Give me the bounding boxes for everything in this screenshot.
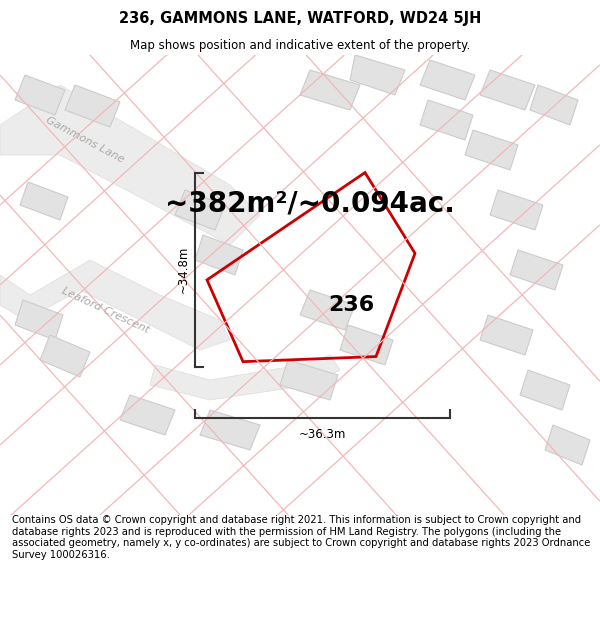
Text: Map shows position and indicative extent of the property.: Map shows position and indicative extent… xyxy=(130,39,470,51)
Text: 236: 236 xyxy=(328,295,374,315)
Polygon shape xyxy=(15,75,65,115)
Text: ~34.8m: ~34.8m xyxy=(177,246,190,293)
Polygon shape xyxy=(120,395,175,435)
Polygon shape xyxy=(15,300,63,340)
Polygon shape xyxy=(195,235,243,275)
Polygon shape xyxy=(545,425,590,465)
Text: Gammons Lane: Gammons Lane xyxy=(44,115,126,165)
Polygon shape xyxy=(465,130,518,170)
Polygon shape xyxy=(350,55,405,95)
Text: Contains OS data © Crown copyright and database right 2021. This information is : Contains OS data © Crown copyright and d… xyxy=(12,515,590,560)
Polygon shape xyxy=(300,290,355,330)
Polygon shape xyxy=(490,190,543,230)
Polygon shape xyxy=(0,85,260,245)
Polygon shape xyxy=(175,190,225,230)
Polygon shape xyxy=(520,370,570,410)
Polygon shape xyxy=(200,410,260,450)
Polygon shape xyxy=(480,315,533,355)
Polygon shape xyxy=(65,85,120,127)
Polygon shape xyxy=(40,335,90,377)
Polygon shape xyxy=(20,182,68,220)
Polygon shape xyxy=(280,360,338,400)
Polygon shape xyxy=(340,325,393,365)
Polygon shape xyxy=(420,60,475,100)
Text: ~36.3m: ~36.3m xyxy=(299,428,346,441)
Polygon shape xyxy=(300,70,360,110)
Polygon shape xyxy=(510,250,563,290)
Polygon shape xyxy=(530,85,578,125)
Polygon shape xyxy=(480,70,535,110)
Polygon shape xyxy=(0,260,230,350)
Text: 236, GAMMONS LANE, WATFORD, WD24 5JH: 236, GAMMONS LANE, WATFORD, WD24 5JH xyxy=(119,11,481,26)
Polygon shape xyxy=(150,355,340,400)
Polygon shape xyxy=(420,100,473,140)
Text: Leaford Crescent: Leaford Crescent xyxy=(60,286,150,334)
Text: ~382m²/~0.094ac.: ~382m²/~0.094ac. xyxy=(165,189,455,218)
